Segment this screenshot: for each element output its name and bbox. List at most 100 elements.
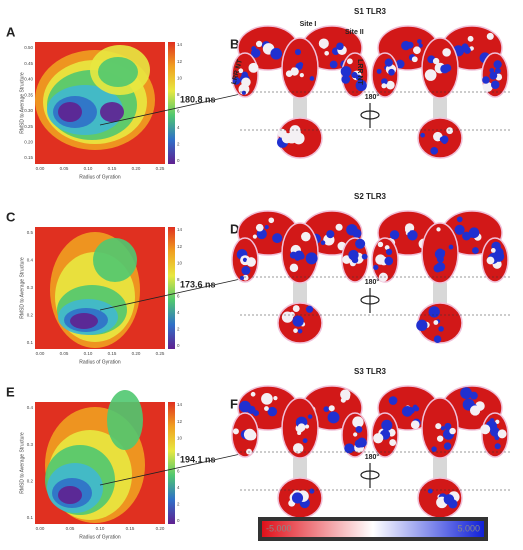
surface-patch	[273, 396, 278, 401]
tlr3-structure: S2 TLR3 D 180°	[230, 192, 512, 344]
colorbar-tick: 8	[177, 277, 180, 282]
surface-patch	[297, 328, 303, 334]
surface-patch	[490, 247, 496, 253]
surface-patch	[307, 414, 313, 419]
panel-label: A	[6, 24, 16, 39]
y-tick-label: 0.4	[27, 258, 34, 263]
x-tick-label: 0.25	[156, 351, 165, 356]
surface-patch	[381, 419, 393, 431]
surface-patch	[432, 57, 440, 65]
surface-patch	[373, 433, 384, 444]
y-tick-label: 0.2	[27, 479, 34, 484]
colorbar-tick: 14	[177, 42, 183, 47]
colorbar-tick: 12	[177, 419, 183, 424]
y-tick-label: 0.40	[24, 77, 33, 82]
surface-patch	[241, 71, 249, 79]
structure-title: S1 TLR3	[354, 7, 387, 16]
colorbar-tick: 6	[177, 293, 180, 298]
y-axis-label: RMSD to Average Structure	[19, 432, 25, 494]
surface-patch	[482, 81, 493, 93]
y-tick-label: 0.5	[27, 230, 34, 235]
surface-patch	[448, 499, 458, 509]
surface-patch	[493, 60, 502, 69]
surface-patch	[344, 443, 355, 454]
surface-patch	[435, 423, 442, 430]
surface-patch	[388, 396, 398, 405]
surface-patch	[243, 428, 256, 441]
surface-patch	[242, 257, 248, 262]
surface-patch	[297, 430, 302, 436]
surface-patch	[468, 227, 480, 239]
surface-patch	[381, 78, 388, 85]
y-tick-label: 0.3	[27, 442, 34, 447]
x-tick-label: 0.10	[84, 166, 93, 171]
surface-patch	[294, 250, 304, 261]
lobe	[371, 52, 399, 98]
surface-patch	[469, 391, 478, 400]
surface-patch	[255, 40, 263, 48]
esp-scale: -5.000 5.000	[258, 517, 488, 541]
energy-landscape: E 14 12 10 8 6 4 2 0 0.00 0.05 0.10 0.15 0.20 0.4 0.3 0.…	[6, 384, 246, 540]
surface-patch	[454, 224, 465, 235]
surface-patch	[385, 80, 395, 90]
surface-patch	[490, 80, 500, 90]
colorbar-tick: 8	[177, 452, 180, 457]
x-tick-label: 0.00	[36, 351, 45, 356]
y-tick-label: 0.45	[24, 61, 33, 66]
surface-patch	[433, 320, 439, 325]
arrow	[99, 451, 246, 486]
energy-basin	[93, 238, 137, 282]
energy-basin	[100, 102, 124, 122]
surface-patch	[376, 68, 382, 74]
surface-patch	[494, 435, 500, 441]
x-tick-label: 0.10	[96, 526, 105, 531]
surface-patch	[281, 311, 294, 323]
colorbar-tick: 2	[177, 502, 180, 507]
surface-patch	[355, 74, 362, 81]
surface-patch	[336, 42, 344, 51]
surface-patch	[352, 416, 364, 428]
energy-basin	[70, 313, 98, 329]
surface-patch	[407, 230, 418, 241]
surface-patch	[305, 252, 318, 265]
y-tick-label: 0.1	[27, 340, 34, 345]
surface-patch	[375, 254, 386, 265]
surface-patch	[354, 439, 364, 448]
panel-label: D	[230, 221, 239, 236]
surface-patch	[381, 83, 387, 89]
energy-basin	[58, 102, 82, 122]
surface-patch	[302, 438, 308, 444]
surface-patch	[246, 257, 256, 267]
surface-patch	[248, 62, 259, 73]
surface-patch	[431, 446, 437, 452]
surface-patch	[268, 217, 275, 224]
colorbar-tick: 10	[177, 435, 183, 440]
surface-patch	[467, 35, 474, 42]
surface-patch	[255, 223, 264, 232]
surface-patch	[329, 60, 338, 69]
surface-patch	[495, 419, 500, 424]
surface-patch	[442, 139, 448, 145]
surface-patch	[440, 426, 446, 431]
surface-patch	[389, 230, 400, 240]
nt-label: LRR NT	[356, 59, 363, 85]
energy-basin	[58, 486, 82, 504]
scale-min: -5.000	[266, 523, 292, 533]
surface-patch	[241, 77, 251, 87]
colorbar-tick: 0	[177, 158, 180, 163]
surface-patch	[489, 418, 495, 423]
surface-patch	[260, 234, 265, 239]
time-label: 194.1 ns	[180, 454, 216, 464]
colorbar	[168, 402, 175, 524]
surface-patch	[252, 234, 257, 239]
surface-patch	[405, 227, 411, 233]
surface-patch	[461, 43, 469, 51]
colorbar-tick: 4	[177, 485, 180, 490]
surface-patch	[377, 241, 384, 248]
surface-patch	[440, 64, 450, 74]
surface-patch	[395, 59, 405, 69]
surface-patch	[436, 255, 444, 263]
surface-patch	[346, 58, 353, 65]
surface-patch	[446, 127, 454, 135]
surface-patch	[264, 406, 269, 411]
